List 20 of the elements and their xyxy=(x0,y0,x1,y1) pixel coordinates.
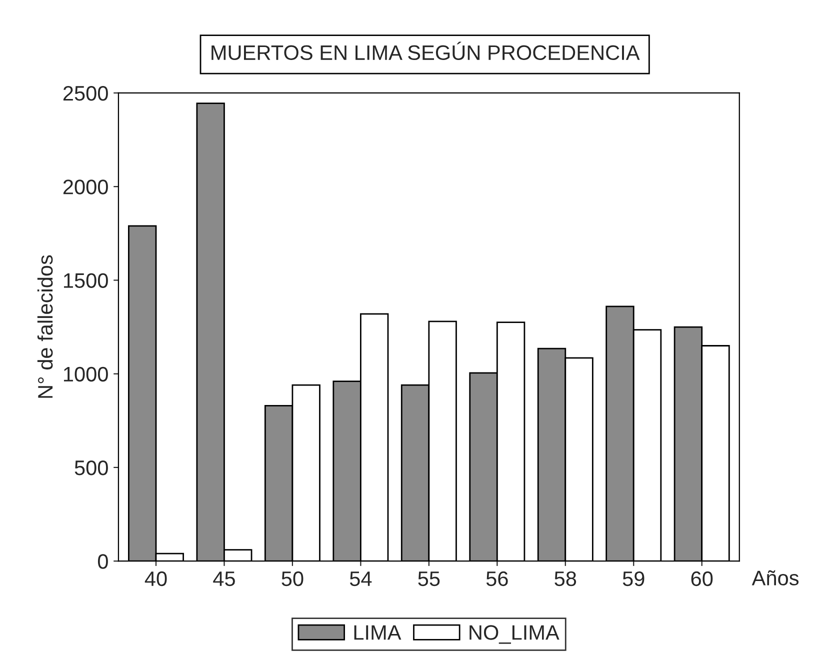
y-axis-title: N° de fallecidos xyxy=(37,255,53,398)
x-tick-label: 55 xyxy=(418,572,440,586)
legend-label: NO_LIMA xyxy=(470,625,560,644)
x-tick-label: 45 xyxy=(213,572,235,586)
x-tick-label: 60 xyxy=(691,571,713,586)
y-tick-label: 2000 xyxy=(63,180,108,194)
y-tick-label: 1000 xyxy=(64,366,108,382)
x-tick-label: 50 xyxy=(282,571,304,586)
x-tick-label: 54 xyxy=(350,572,372,586)
x-tick-label: 58 xyxy=(554,571,576,586)
legend-label: LIMA xyxy=(354,625,402,640)
x-tick-label: 56 xyxy=(486,571,508,586)
x-axis-title: Años xyxy=(752,570,799,586)
x-tick-label: 40 xyxy=(144,571,167,586)
y-tick-label: 0 xyxy=(98,554,108,569)
x-tick-label: 59 xyxy=(622,571,644,586)
y-tick-label: 1500 xyxy=(64,273,108,288)
chart-title: MUERTOS EN LIMA SEGÚN PROCEDENCIA xyxy=(212,42,640,60)
y-tick-label: 500 xyxy=(74,460,108,476)
y-tick-label: 2500 xyxy=(63,86,108,101)
